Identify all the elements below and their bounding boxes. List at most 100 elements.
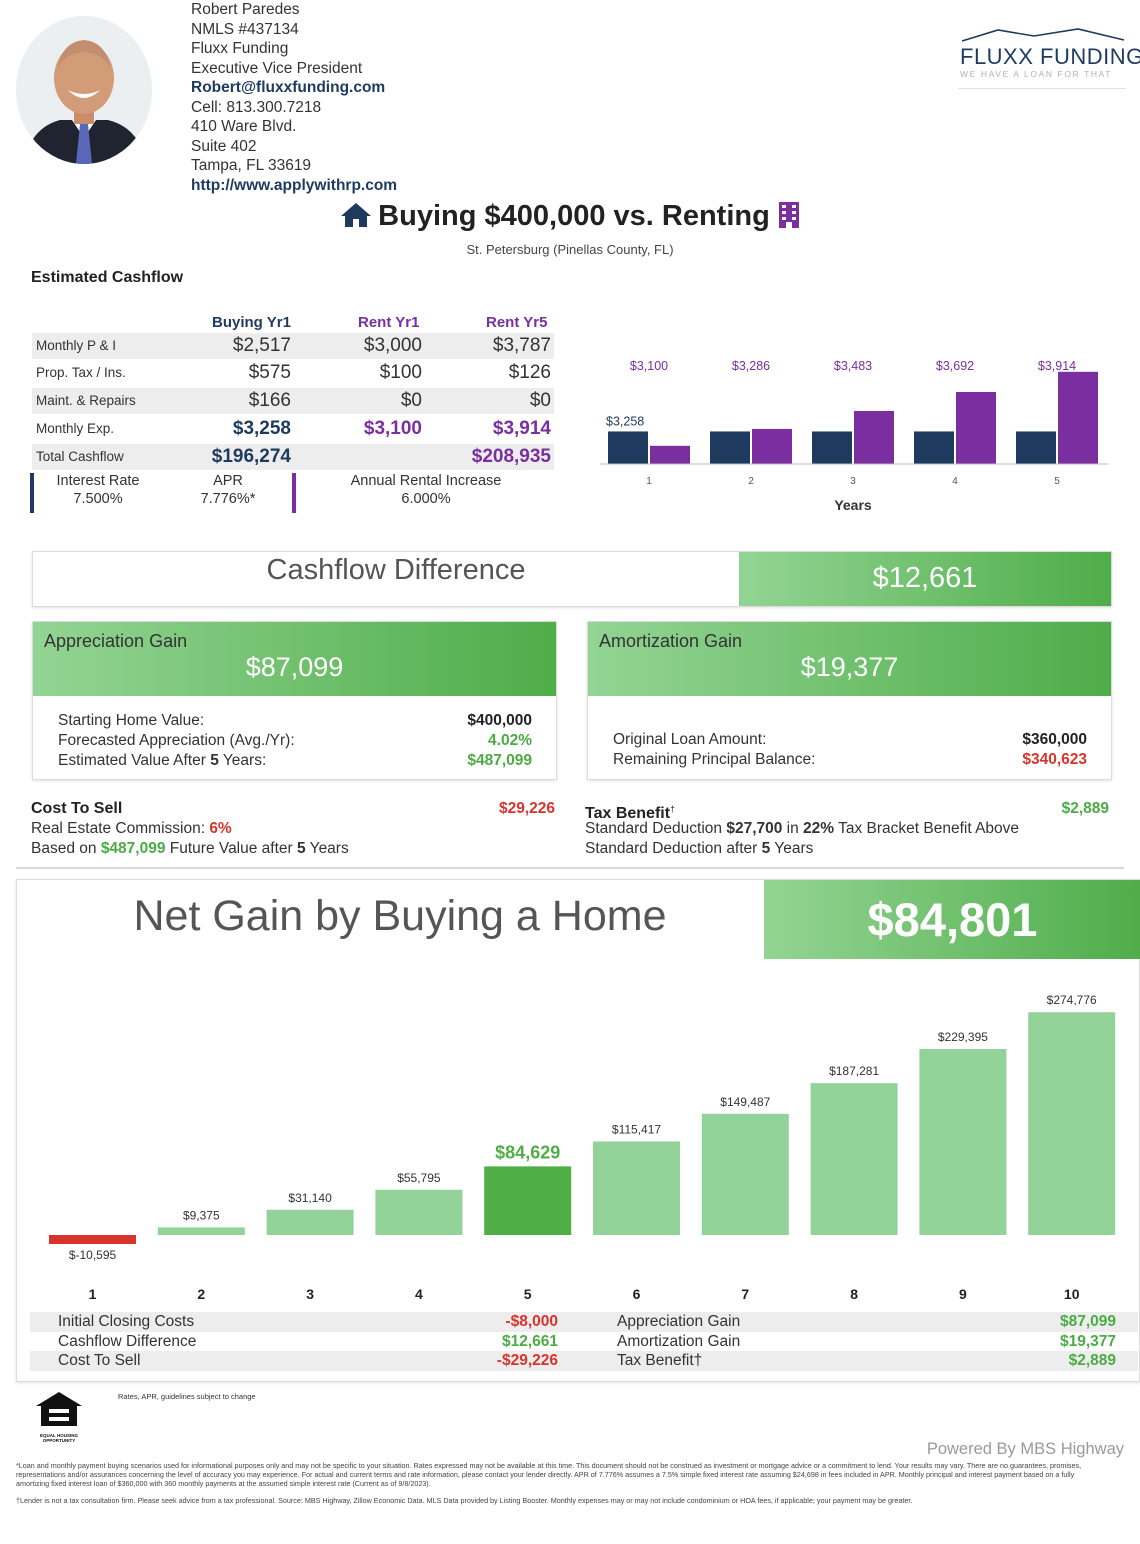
cashflow-comparison-chart: $3,100 1 $3,286 2 $3,483 3 $3,692 4 $3,914 5 $3,25… [600, 359, 1108, 513]
cashflow-heading: Estimated Cashflow [31, 269, 184, 286]
x-tick-label: 2 [748, 476, 754, 487]
buy-bar [608, 431, 648, 464]
list-item: Real Estate Commission: 6% [31, 819, 555, 839]
equal-housing-text: EQUAL HOUSING OPPORTUNITY [40, 1433, 78, 1443]
list-item: Cost To Sell -$29,226 [58, 1351, 558, 1371]
agent-photo [16, 16, 152, 164]
tax-years: 5 [761, 840, 771, 857]
agent-company: Fluxx Funding [191, 40, 289, 57]
agent-email-link[interactable]: Robert@fluxxfunding.com [191, 79, 386, 96]
x-tick-label: 1 [646, 476, 652, 487]
appreciation-value: $87,099 [245, 652, 344, 682]
commission-value: 6% [209, 820, 232, 837]
est-value-label: Estimated Value After 5 Years: [58, 752, 266, 769]
agent-contact: Robert Paredes NMLS #437134 Fluxx Fundin… [191, 0, 397, 195]
x-tick-label: 7 [741, 1286, 749, 1302]
house-icon [341, 203, 372, 227]
col-rent-yr5: Rent Yr5 [486, 314, 548, 331]
net-gain-bar [593, 1141, 680, 1235]
list-item: Standard Deduction after 5 Years [585, 839, 1109, 859]
net-gain-bar [49, 1235, 136, 1244]
rent-bar [752, 428, 792, 464]
appreciation-card: Appreciation Gain $87,099 Starting Home … [32, 621, 557, 780]
list-item: Amortization Gain $19,377 [617, 1332, 1116, 1352]
bar-data-label: $115,417 [612, 1122, 661, 1136]
building-icon [778, 202, 799, 228]
disclaimer-main: *Loan and monthly payment buying scenari… [16, 1461, 1082, 1488]
summary-row-shade [30, 1351, 1138, 1371]
x-tick-label: 5 [1054, 476, 1060, 487]
tax-line1-post: Tax Bracket Benefit Above [834, 820, 1020, 837]
x-tick-label: 5 [524, 1286, 532, 1302]
rent-data-label: $3,100 [630, 359, 668, 373]
interest-rate-block: Interest Rate 7.500% [38, 472, 158, 508]
col-buying-yr1: Buying Yr1 [212, 314, 291, 331]
agent-address-line1: 410 Ware Blvd. [191, 118, 297, 135]
summary-label: Appreciation Gain [617, 1313, 741, 1330]
equal-housing-logo: EQUAL HOUSING OPPORTUNITY [34, 1390, 84, 1443]
summary-row-shade [30, 1312, 1138, 1332]
amortization-header: Amortization Gain $19,377 [588, 622, 1111, 696]
cost-to-sell-label: Cost To Sell [31, 800, 123, 817]
net-gain-label: Net Gain by Buying a Home [133, 892, 667, 940]
rates-note: Rates, APR, guidelines subject to change [118, 1392, 256, 1401]
table-row: Maint. & Repairs $166 $0 $0 [32, 388, 554, 414]
list-item: Tax Benefit† $2,889 [585, 799, 1109, 823]
based-years: 5 [297, 840, 306, 857]
net-gain-value: $84,801 [867, 893, 1038, 946]
tax-benefit-block: Tax Benefit† $2,889 Standard Deduction $… [585, 799, 1109, 859]
commission-label: Real Estate Commission: [31, 820, 210, 837]
list-item: Cashflow Difference $12,661 [58, 1332, 558, 1352]
summary-value: -$29,226 [496, 1352, 558, 1369]
list-item: Standard Deduction $27,700 in 22% Tax Br… [585, 819, 1109, 839]
row-label: Maint. & Repairs [36, 393, 136, 408]
agent-city: Tampa, FL 33619 [191, 157, 312, 174]
net-gain-panel: $84,801 [764, 880, 1140, 959]
tax-line1-mid: in [782, 820, 804, 837]
cell-rent-yr5: $208,935 [471, 446, 551, 467]
summary-right: Appreciation Gain $87,099 Amortization G… [617, 1312, 1116, 1371]
table-row: Total Cashflow $196,274 $208,935 [32, 444, 554, 470]
row-label: Monthly P & I [36, 338, 117, 353]
rent-bar [854, 411, 894, 464]
x-tick-label: 4 [415, 1286, 423, 1302]
table-row: Monthly Exp. $3,258 $3,100 $3,914 [32, 416, 554, 442]
agent-role: Executive Vice President [191, 59, 363, 77]
net-gain-bar [1028, 1012, 1116, 1235]
row-label: Monthly Exp. [36, 421, 115, 436]
buy-bar [1016, 431, 1056, 464]
tax-benefit-label: Tax Benefit [585, 805, 671, 823]
summary-value: $19,377 [1059, 1332, 1116, 1350]
disclaimer-tax: †Lender is not a tax consultation firm. … [16, 1496, 913, 1505]
bar-data-label: $229,395 [938, 1030, 988, 1044]
cashflow-difference-label: Cashflow Difference [266, 554, 526, 586]
tax-line1-pre: Standard Deduction [585, 820, 727, 837]
cost-to-sell-value: $29,226 [498, 800, 555, 817]
tax-benefit-value: $2,889 [1061, 800, 1109, 817]
starting-value-label: Starting Home Value: [58, 712, 205, 729]
x-tick-label: 4 [952, 476, 958, 487]
bar-data-label: $-10,595 [69, 1248, 117, 1262]
bar-data-label: $31,140 [288, 1191, 332, 1205]
interest-rate-value: 7.500% [73, 491, 123, 507]
cell-buying-yr1: $196,274 [211, 446, 291, 467]
person-icon [16, 16, 152, 164]
est-label-pre: Estimated Value After [58, 752, 211, 769]
dagger-mark: † [670, 804, 676, 814]
rent-bar [956, 392, 996, 464]
summary-value: $12,661 [501, 1332, 558, 1350]
x-tick-label: 1 [89, 1286, 97, 1302]
logo-divider [958, 88, 1126, 89]
table-row: Monthly P & I $2,517 $3,000 $3,787 [32, 333, 554, 359]
agent-website-link[interactable]: http://www.applywithrp.com [191, 176, 398, 194]
cell-rent-yr1: $3,100 [363, 418, 422, 439]
est-label-post: Years: [218, 752, 267, 769]
summary-left: Initial Closing Costs -$8,000 Cashflow D… [58, 1312, 558, 1371]
remaining-balance-label: Remaining Principal Balance: [613, 751, 816, 768]
net-gain-bar [484, 1166, 572, 1235]
net-gain-card: Net Gain by Buying a Home $84,801 [16, 879, 1140, 1382]
page-subtitle-location: St. Petersburg (Pinellas County, FL) [466, 242, 674, 257]
list-item: Based on $487,099 Future Value after 5 Y… [31, 839, 555, 859]
list-item: Starting Home Value: $400,000 [58, 711, 556, 731]
cell-rent-yr1: $3,000 [363, 335, 422, 356]
